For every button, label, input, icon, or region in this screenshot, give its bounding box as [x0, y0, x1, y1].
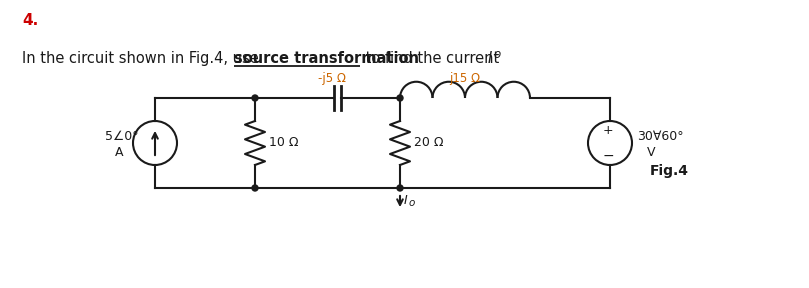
Text: V: V	[647, 145, 655, 158]
Circle shape	[252, 95, 258, 101]
Text: I: I	[488, 51, 492, 66]
Circle shape	[252, 185, 258, 191]
Text: 10 Ω: 10 Ω	[269, 137, 299, 149]
Text: I: I	[404, 194, 408, 206]
Text: o: o	[409, 198, 415, 208]
Circle shape	[397, 95, 403, 101]
Text: A: A	[115, 147, 124, 160]
Text: In the circuit shown in Fig.4, use: In the circuit shown in Fig.4, use	[22, 51, 264, 66]
Text: 4.: 4.	[22, 13, 38, 28]
Text: Fig.4: Fig.4	[650, 164, 689, 178]
Text: source transformation: source transformation	[234, 51, 419, 66]
Text: 20 Ω: 20 Ω	[414, 137, 443, 149]
Text: o: o	[493, 48, 501, 60]
Text: to find the current: to find the current	[361, 51, 504, 66]
Text: −: −	[602, 149, 614, 163]
Text: +: +	[603, 124, 613, 137]
Text: 5∠0°: 5∠0°	[105, 130, 138, 143]
Text: -j5 Ω: -j5 Ω	[319, 72, 346, 85]
Circle shape	[397, 185, 403, 191]
Text: 30∀60°: 30∀60°	[637, 130, 684, 143]
Text: j15 Ω: j15 Ω	[450, 72, 481, 85]
